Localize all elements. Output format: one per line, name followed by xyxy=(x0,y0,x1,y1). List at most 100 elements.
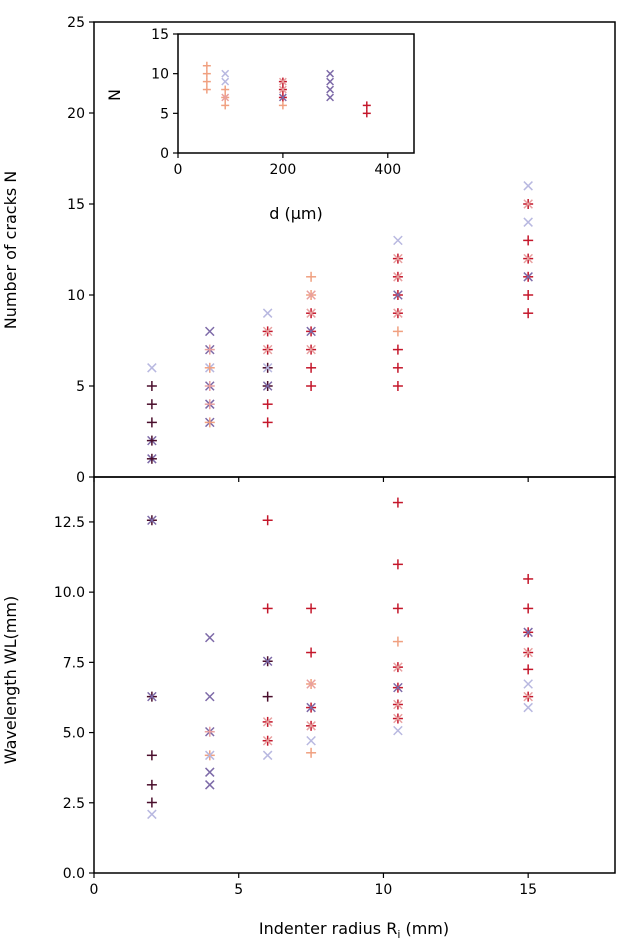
wavelength-point-17 xyxy=(262,603,273,614)
inset-point-15 xyxy=(278,93,287,102)
cracks-point-0 xyxy=(147,363,157,373)
inset-point-13 xyxy=(278,85,287,94)
wavelength-point-49 xyxy=(523,573,534,584)
cracks-point-49-b xyxy=(393,308,403,318)
cracks-point-7 xyxy=(146,453,157,464)
cracks-point-21 xyxy=(262,326,273,337)
cracks-point-16 xyxy=(204,399,215,410)
wavelength-point-8-b xyxy=(204,632,215,643)
inset-ytick-label-1: 5 xyxy=(160,106,169,122)
wavelength-point-3-b xyxy=(147,691,157,702)
wavelength-point-47 xyxy=(393,713,403,724)
cracks-point-36-b xyxy=(306,326,316,337)
cracks-point-2 xyxy=(146,399,157,410)
wavelength-xtick-label-1: 5 xyxy=(234,882,243,898)
inset-point-20 xyxy=(326,93,335,102)
inset-xtick-label-2: 400 xyxy=(374,162,401,178)
wavelength-point-41 xyxy=(393,662,403,672)
wavelength-point-29 xyxy=(306,679,316,689)
cracks-point-19-b xyxy=(262,308,273,318)
wavelength-point-11 xyxy=(204,726,215,737)
wavelength-point-36 xyxy=(392,497,403,508)
wavelength-ytick-label-1: 2.5 xyxy=(63,796,85,812)
wavelength-point-52-b xyxy=(523,627,533,638)
cracks-point-27-b xyxy=(262,381,273,391)
cracks-point-19 xyxy=(262,308,273,318)
wavelength-point-29-b xyxy=(306,679,316,689)
inset-xtick-label-1: 200 xyxy=(270,162,297,178)
cracks-ytick-label-3: 15 xyxy=(67,197,85,213)
wavelength-point-19 xyxy=(262,656,273,667)
wavelength-point-47-b xyxy=(393,713,403,724)
cracks-point-8-b xyxy=(204,326,215,337)
wavelength-point-22-b xyxy=(262,717,273,727)
wavelength-point-58 xyxy=(523,691,533,702)
cracks-point-30 xyxy=(306,271,317,282)
wavelength-point-45 xyxy=(393,699,403,710)
cracks-point-53 xyxy=(392,381,403,391)
wavelength-point-14-b xyxy=(204,767,215,777)
wavelength-point-13-b xyxy=(204,750,215,761)
ylabel-wavelength: Wavelength WL(mm) xyxy=(1,596,20,764)
wavelength-point-6 xyxy=(146,797,157,808)
inset-point-15-b xyxy=(278,93,287,102)
wavelength-point-33 xyxy=(306,721,316,731)
cracks-point-63 xyxy=(523,290,534,300)
wavelength-point-9 xyxy=(204,691,215,702)
inset-point-11 xyxy=(278,77,287,86)
inset-ytick-label-2: 10 xyxy=(151,67,169,83)
wavelength-point-56-b xyxy=(523,679,533,689)
wavelength-point-13 xyxy=(204,750,215,761)
wavelength-point-25 xyxy=(262,750,273,761)
xlabel-main-unit: (mm) xyxy=(400,919,449,938)
wavelength-point-16 xyxy=(262,515,273,526)
wavelength-ytick-label-3: 7.5 xyxy=(63,655,85,671)
wavelength-point-54-b xyxy=(523,647,533,658)
wavelength-point-5 xyxy=(146,779,157,790)
cracks-point-14 xyxy=(204,381,215,391)
xlabel-inset: d (µm) xyxy=(269,204,323,223)
cracks-point-25-b xyxy=(262,363,273,373)
wavelength-point-43-b xyxy=(393,682,403,693)
wavelength-xtick-label-3: 15 xyxy=(519,882,537,898)
inset-point-5-b xyxy=(221,77,230,86)
cracks-point-40 xyxy=(306,381,317,391)
cracks-point-62-b xyxy=(523,272,533,282)
cracks-point-60 xyxy=(523,253,533,264)
cracks-point-10 xyxy=(204,344,215,355)
wavelength-point-20 xyxy=(262,691,273,702)
cracks-point-47 xyxy=(393,290,403,300)
inset-point-2 xyxy=(202,77,211,86)
wavelength-point-4 xyxy=(146,750,157,761)
wavelength-point-54 xyxy=(523,647,533,658)
cracks-point-34 xyxy=(306,308,316,318)
cracks-point-43 xyxy=(393,253,403,264)
inset-point-17-b xyxy=(326,69,335,78)
wavelength-point-55 xyxy=(523,664,534,675)
wavelength-point-35 xyxy=(306,747,317,758)
wavelength-point-50 xyxy=(523,603,534,614)
wavelength-point-7 xyxy=(147,809,157,820)
wavelength-ytick-label-5: 12.5 xyxy=(54,515,85,531)
cracks-point-25 xyxy=(262,363,273,373)
cracks-point-38 xyxy=(306,344,316,355)
wavelength-point-38 xyxy=(392,603,403,614)
inset-point-6 xyxy=(221,85,230,94)
cracks-point-34-b xyxy=(306,308,316,318)
inset-point-17 xyxy=(326,69,335,78)
cracks-point-32-b xyxy=(306,290,316,300)
cracks-point-23-b xyxy=(262,344,273,355)
cracks-point-47-b xyxy=(393,290,403,300)
panel-inset: 0 5 10 15 0 200 400 xyxy=(151,27,415,178)
wavelength-point-58-b xyxy=(523,691,533,702)
cracks-point-52 xyxy=(392,362,403,373)
cracks-point-45-b xyxy=(393,272,403,282)
wavelength-point-26 xyxy=(306,603,317,614)
cracks-point-41-b xyxy=(393,235,403,246)
inset-point-4 xyxy=(221,69,230,78)
panel-cracks: 0 5 10 15 20 25 xyxy=(67,15,616,486)
inset-point-21 xyxy=(362,101,371,110)
wavelength-point-31-b xyxy=(306,702,316,713)
cracks-point-56-b xyxy=(523,199,533,209)
